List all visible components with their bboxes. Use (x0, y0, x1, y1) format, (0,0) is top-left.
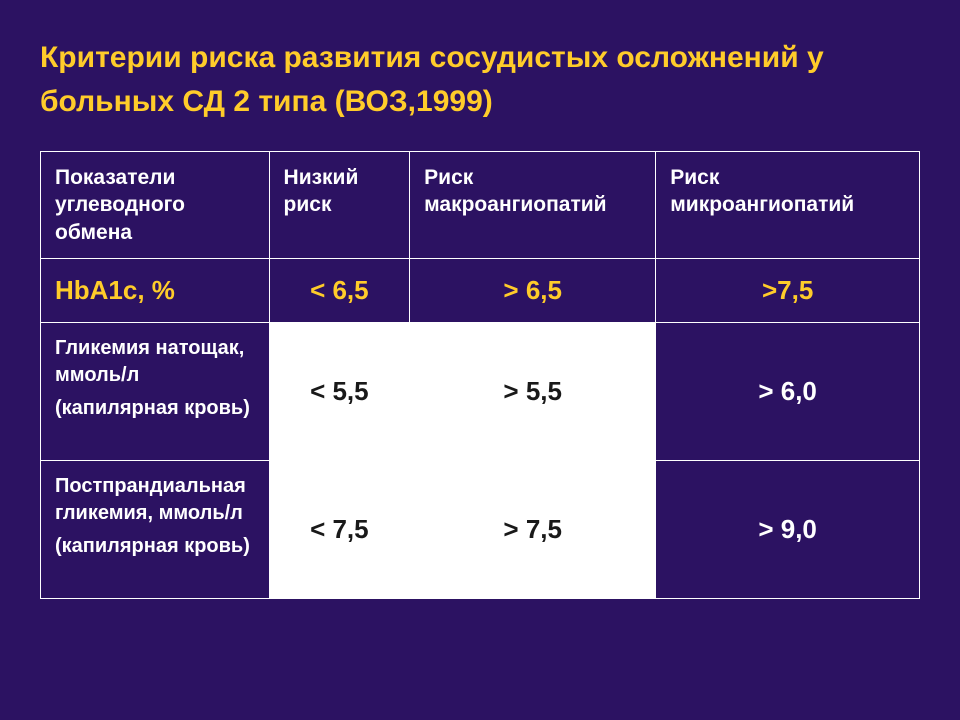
row-label: Постпрандиальная гликемия, ммоль/л(капил… (41, 460, 270, 598)
cell-fast-macro: > 5,5 (410, 322, 656, 460)
cell-hba-macro: > 6,5 (410, 258, 656, 322)
cell-fast-low: < 5,5 (269, 322, 410, 460)
col-header-low: Низкий риск (269, 152, 410, 259)
table-header-row: Показатели углеводного обмена Низкий рис… (41, 152, 920, 259)
col-header-macro: Риск макроангиопатий (410, 152, 656, 259)
cell-post-micro: > 9,0 (656, 460, 920, 598)
row-label: Гликемия натощак, ммоль/л(капилярная кро… (41, 322, 270, 460)
cell-post-low: < 7,5 (269, 460, 410, 598)
cell-post-macro: > 7,5 (410, 460, 656, 598)
cell-hba-micro: >7,5 (656, 258, 920, 322)
col-header-micro: Риск микроангиопатий (656, 152, 920, 259)
cell-hba-low: < 6,5 (269, 258, 410, 322)
risk-criteria-table: Показатели углеводного обмена Низкий рис… (40, 151, 920, 599)
table-row-hba1c: HbA1c, % < 6,5 > 6,5 >7,5 (41, 258, 920, 322)
cell-fast-micro: > 6,0 (656, 322, 920, 460)
slide-title: Критерии риска развития сосудистых ослож… (40, 36, 920, 123)
table-row-fasting: Гликемия натощак, ммоль/л(капилярная кро… (41, 322, 920, 460)
table-row-postprandial: Постпрандиальная гликемия, ммоль/л(капил… (41, 460, 920, 598)
row-label: HbA1c, % (41, 258, 270, 322)
col-header-indicator: Показатели углеводного обмена (41, 152, 270, 259)
